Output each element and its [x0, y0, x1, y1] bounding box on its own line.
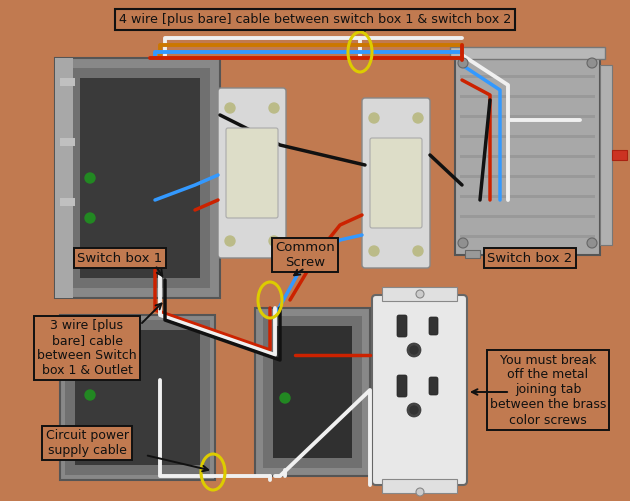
- Circle shape: [416, 488, 424, 496]
- Circle shape: [407, 343, 421, 357]
- Text: Switch box 1: Switch box 1: [77, 252, 163, 265]
- Circle shape: [458, 58, 468, 68]
- Bar: [382, 479, 457, 493]
- Circle shape: [416, 290, 424, 298]
- Bar: [75, 330, 200, 465]
- Bar: [73, 68, 210, 288]
- Bar: [255, 308, 370, 476]
- Bar: [460, 115, 595, 118]
- Circle shape: [410, 406, 418, 414]
- Text: Circuit power
supply cable: Circuit power supply cable: [45, 429, 129, 457]
- Circle shape: [587, 58, 597, 68]
- Text: You must break
off the metal
joining tab
between the brass
color screws: You must break off the metal joining tab…: [490, 354, 606, 426]
- Bar: [460, 235, 595, 238]
- Bar: [55, 58, 73, 298]
- Bar: [65, 320, 210, 475]
- Circle shape: [280, 393, 290, 403]
- FancyBboxPatch shape: [370, 138, 422, 228]
- Bar: [382, 287, 457, 301]
- Bar: [460, 75, 595, 78]
- Bar: [60, 78, 75, 86]
- Circle shape: [413, 113, 423, 123]
- Bar: [60, 198, 75, 206]
- Text: 4 wire [plus bare] cable between switch box 1 & switch box 2: 4 wire [plus bare] cable between switch …: [119, 13, 511, 26]
- Text: 3 wire [plus
bare] cable
between Switch
box 1 & Outlet: 3 wire [plus bare] cable between Switch …: [37, 319, 137, 377]
- FancyBboxPatch shape: [397, 375, 407, 397]
- Circle shape: [413, 246, 423, 256]
- Bar: [80, 78, 200, 278]
- FancyBboxPatch shape: [372, 295, 467, 485]
- Bar: [55, 58, 220, 298]
- Bar: [460, 155, 595, 158]
- Bar: [460, 195, 595, 198]
- Bar: [263, 316, 362, 468]
- Circle shape: [225, 236, 235, 246]
- Text: Common
Screw: Common Screw: [275, 241, 335, 269]
- Circle shape: [269, 236, 279, 246]
- FancyBboxPatch shape: [362, 98, 430, 268]
- Bar: [600, 65, 612, 245]
- FancyBboxPatch shape: [429, 377, 438, 395]
- Bar: [460, 175, 595, 178]
- Circle shape: [85, 390, 95, 400]
- Bar: [60, 315, 215, 480]
- Bar: [612, 150, 627, 160]
- FancyBboxPatch shape: [397, 315, 407, 337]
- Circle shape: [225, 103, 235, 113]
- Bar: [460, 215, 595, 218]
- Bar: [455, 55, 600, 255]
- FancyBboxPatch shape: [226, 128, 278, 218]
- Circle shape: [410, 346, 418, 354]
- Circle shape: [407, 403, 421, 417]
- Bar: [273, 326, 352, 458]
- Bar: [450, 47, 605, 59]
- Circle shape: [269, 103, 279, 113]
- Text: Switch box 2: Switch box 2: [488, 252, 573, 265]
- FancyBboxPatch shape: [429, 317, 438, 335]
- Circle shape: [369, 246, 379, 256]
- Circle shape: [587, 238, 597, 248]
- Circle shape: [458, 238, 468, 248]
- FancyBboxPatch shape: [218, 88, 286, 258]
- Bar: [465, 250, 480, 258]
- Bar: [460, 135, 595, 138]
- Bar: [460, 95, 595, 98]
- Bar: [60, 138, 75, 146]
- Circle shape: [85, 213, 95, 223]
- Circle shape: [85, 173, 95, 183]
- Circle shape: [369, 113, 379, 123]
